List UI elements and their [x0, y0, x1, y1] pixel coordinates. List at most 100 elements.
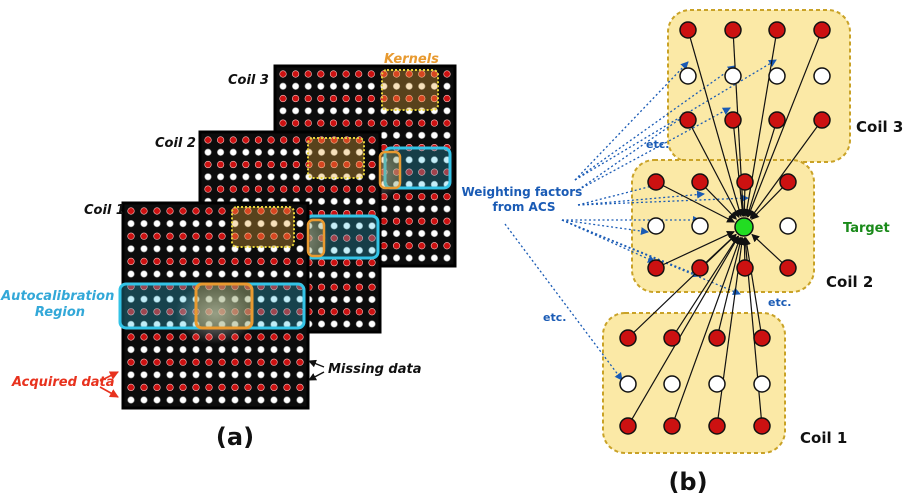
acquired-sample [166, 232, 174, 240]
coil-2-b-label: Coil 2 [826, 273, 873, 291]
acquired-sample [355, 259, 363, 267]
acquired-sample [330, 259, 338, 267]
acquired-sample [179, 383, 187, 392]
acquired-sample [367, 119, 375, 127]
coil-2-acquired-sample [647, 259, 665, 277]
missing-sample [257, 371, 265, 379]
missing-sample [355, 197, 363, 205]
acquired-sample [205, 257, 213, 266]
missing-sample [292, 107, 300, 115]
weighting-arrow [561, 219, 649, 235]
acquired-sample [355, 160, 363, 169]
missing-sample [368, 173, 376, 181]
acquired-sample [192, 232, 200, 240]
acquired-sample [205, 232, 213, 240]
coil-2-acquired-sample [647, 173, 665, 191]
acquired-sample [242, 136, 250, 144]
weighting-arrow [577, 111, 691, 191]
missing-sample [231, 371, 239, 379]
acquired-sample [229, 160, 237, 169]
weighting-factors-label: Weighting factors from ACS [461, 185, 586, 214]
acquired-sample [257, 232, 265, 240]
acquired-sample [292, 160, 300, 169]
missing-sample [292, 82, 300, 90]
acquired-sample [317, 160, 326, 169]
missing-sample [367, 107, 375, 115]
acquired-sample [204, 185, 212, 193]
coil-1-kspace [118, 201, 326, 410]
missing-sample [343, 148, 351, 156]
acquired-sample [330, 160, 338, 169]
acquired-sample [127, 308, 135, 316]
acquired-sample [217, 160, 225, 169]
coil-2-acquired-sample [736, 259, 754, 277]
acquired-sample [418, 217, 426, 225]
missing-sample [343, 246, 351, 254]
acquired-sample [140, 383, 148, 392]
acquired-sample [317, 259, 326, 267]
missing-sample [367, 82, 375, 90]
missing-sample [443, 254, 451, 262]
missing-sample [153, 295, 161, 303]
kernel-line [662, 185, 736, 223]
acquired-sample [244, 333, 252, 341]
coil-2-acquired-sample [779, 173, 797, 191]
weighting-arrow [577, 107, 731, 191]
weighting-arrow [504, 223, 623, 381]
acquired-sample [179, 232, 187, 240]
coil-3-kernel [381, 69, 439, 111]
acquired-sample [179, 358, 187, 366]
missing-sample [218, 270, 226, 278]
acquired-sample [267, 136, 275, 144]
coil-1-missing-sample [663, 375, 681, 393]
missing-sample [166, 220, 174, 228]
missing-sample [166, 245, 174, 253]
missing-arrow-up [308, 359, 325, 368]
coil-3-acquired-sample [679, 21, 697, 39]
missing-sample [153, 346, 161, 354]
acquired-sample [392, 193, 401, 201]
missing-sample [368, 295, 376, 304]
missing-sample [296, 346, 304, 354]
missing-sample [127, 270, 135, 278]
acquired-sample [270, 383, 278, 392]
missing-sample [140, 295, 148, 303]
missing-sample [218, 220, 226, 228]
missing-sample [283, 295, 291, 303]
acquired-sample [405, 242, 413, 250]
acquired-sample [343, 308, 351, 316]
missing-sample [317, 107, 325, 115]
acquired-sample [127, 257, 135, 266]
acquired-sample [279, 119, 287, 127]
missing-sample [257, 270, 265, 278]
missing-sample [205, 220, 213, 228]
missing-sample [443, 229, 451, 238]
acquired-sample [270, 358, 278, 366]
missing-sample [140, 245, 148, 253]
acquired-sample [380, 217, 388, 225]
acquired-sample [296, 207, 304, 215]
missing-sample [127, 295, 135, 303]
acquired-sample [192, 207, 200, 215]
kernel-line [742, 236, 762, 331]
acquired-sample [418, 242, 426, 250]
acquired-sample [127, 333, 135, 341]
missing-sample [254, 173, 263, 181]
missing-sample [140, 396, 148, 404]
acquired-sample [231, 383, 239, 392]
missing-sample [179, 396, 187, 404]
acquired-sample [270, 333, 278, 341]
acquired-sample [330, 283, 338, 291]
missing-sample [343, 222, 351, 230]
acquired-sample [317, 119, 325, 127]
kernel-line [746, 37, 820, 218]
acquired-sample [430, 242, 438, 250]
coil-samples [619, 21, 831, 435]
acquired-sample [304, 94, 312, 103]
etc-label-middle: etc. [768, 296, 791, 309]
acquired-sample [317, 70, 325, 78]
acquired-sample [257, 333, 265, 341]
acquired-sample [296, 232, 304, 240]
coil-2-acquired-sample [691, 259, 709, 277]
acquired-sample [418, 193, 426, 201]
